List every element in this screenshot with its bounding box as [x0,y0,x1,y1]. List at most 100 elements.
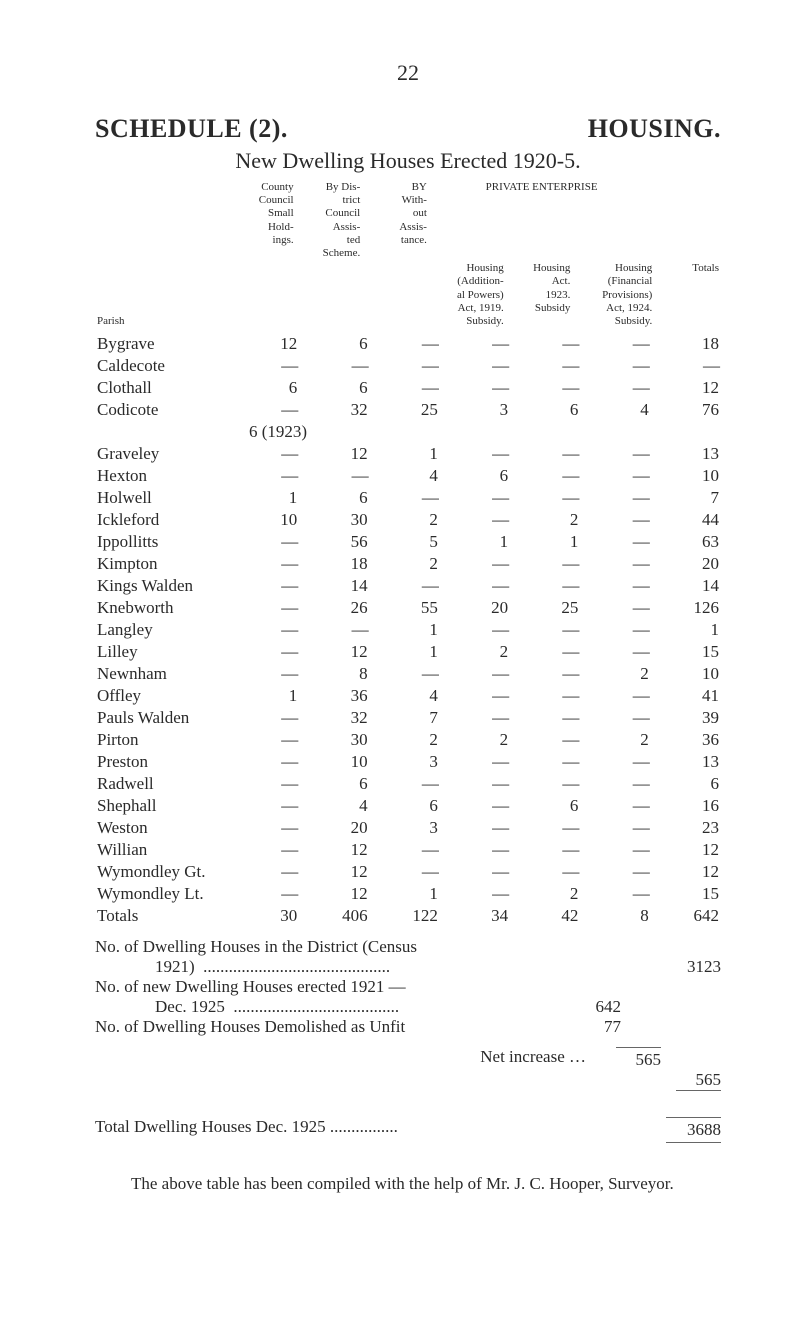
net-label: Net increase … [480,1047,586,1070]
parish-cell: Clothall [95,377,229,399]
title-line: SCHEDULE (2). HOUSING. [95,114,721,144]
data-cell: 6 [370,795,440,817]
data-cell: — [510,355,580,377]
page-number: 22 [95,60,721,86]
data-cell: 4 [299,795,369,817]
parish-cell: Ickleford [95,509,229,531]
data-cell: 2 [370,553,440,575]
data-cell: 32 [299,707,369,729]
data-cell: 16 [651,795,721,817]
net-value: 565 [616,1047,661,1070]
data-cell: — [229,839,299,861]
data-cell: 642 [651,905,721,927]
data-cell: 1 [510,531,580,553]
parish-cell: Wymondley Gt. [95,861,229,883]
data-cell: 20 [299,817,369,839]
table-row: Pirton—3022—236 [95,729,721,751]
data-cell: — [580,817,650,839]
data-cell: — [580,883,650,905]
data-cell: 1 [229,487,299,509]
data-cell: — [229,355,299,377]
data-cell: — [580,861,650,883]
data-cell: — [580,355,650,377]
data-cell: — [510,729,580,751]
data-cell: 4 [580,399,650,421]
note-2-value: 642 [596,997,722,1017]
data-cell: 42 [510,905,580,927]
data-cell: 14 [299,575,369,597]
total-line: Total Dwelling Houses Dec. 1925 ........… [95,1117,721,1143]
parish-cell: Hexton [95,465,229,487]
data-cell: — [580,531,650,553]
data-cell: — [299,619,369,641]
data-cell: 3 [370,751,440,773]
data-cell: 1 [370,443,440,465]
data-cell: — [510,707,580,729]
hdr-c5: HousingAct.1923.Subsidy [506,261,573,329]
page: 22 SCHEDULE (2). HOUSING. New Dwelling H… [0,0,801,1334]
data-cell: — [229,575,299,597]
table-row: Shephall—46—6—16 [95,795,721,817]
data-cell: — [229,707,299,729]
table-row: Offley1364———41 [95,685,721,707]
data-cell: — [510,465,580,487]
hdr-c7: Totals [654,261,721,329]
data-cell: — [440,443,510,465]
hdr-c2: By Dis-trictCouncilAssis-tedScheme. [296,180,363,261]
parish-cell: Kings Walden [95,575,229,597]
table-row: Ickleford10302—2—44 [95,509,721,531]
data-cell: 7 [370,707,440,729]
parish-cell: Langley [95,619,229,641]
table-row: Holwell16————7 [95,487,721,509]
data-cell: — [370,487,440,509]
data-cell: 18 [299,553,369,575]
data-cell: — [370,663,440,685]
summary-block: No. of Dwelling Houses in the District (… [95,937,721,1091]
data-cell: — [440,509,510,531]
data-cell: — [580,553,650,575]
data-cell: — [510,443,580,465]
data-cell: — [440,377,510,399]
table-row: Wymondley Gt.—12————12 [95,861,721,883]
data-cell: 2 [580,663,650,685]
data-cell: — [370,861,440,883]
data-cell: — [229,751,299,773]
data-cell: — [440,883,510,905]
data-cell: 12 [651,861,721,883]
data-cell: 4 [370,465,440,487]
data-cell: — [651,355,721,377]
table-row: Clothall66————12 [95,377,721,399]
hdr-pe: PRIVATE ENTERPRISE [429,180,654,261]
note-3-label: No. of Dwelling Houses Demolished as Unf… [95,1017,405,1037]
data-cell: — [440,685,510,707]
data-cell: 44 [651,509,721,531]
note-2-line2: Dec. 1925 ..............................… [95,997,399,1017]
data-cell: — [440,487,510,509]
table-row: Knebworth—26552025—126 [95,597,721,619]
data-cell: — [580,685,650,707]
parish-cell: Weston [95,817,229,839]
parish-cell: Shephall [95,795,229,817]
data-cell: — [510,817,580,839]
data-cell: 2 [370,509,440,531]
data-cell: — [580,487,650,509]
data-cell: — [229,553,299,575]
data-cell: — [299,355,369,377]
data-cell: 1 [651,619,721,641]
parish-cell: Radwell [95,773,229,795]
table-row: 6 (1923) [95,421,721,443]
parish-cell: Offley [95,685,229,707]
data-cell: 12 [299,861,369,883]
parish-cell: Knebworth [95,597,229,619]
table-row: Ippollitts—56511—63 [95,531,721,553]
table-row: Hexton——46——10 [95,465,721,487]
table-row: Kimpton—182———20 [95,553,721,575]
parish-cell: Holwell [95,487,229,509]
parish-cell: Pirton [95,729,229,751]
data-cell: — [370,839,440,861]
data-cell: 126 [651,597,721,619]
data-cell: — [580,597,650,619]
data-cell: — [510,773,580,795]
data-cell: 36 [299,685,369,707]
data-cell: — [229,773,299,795]
